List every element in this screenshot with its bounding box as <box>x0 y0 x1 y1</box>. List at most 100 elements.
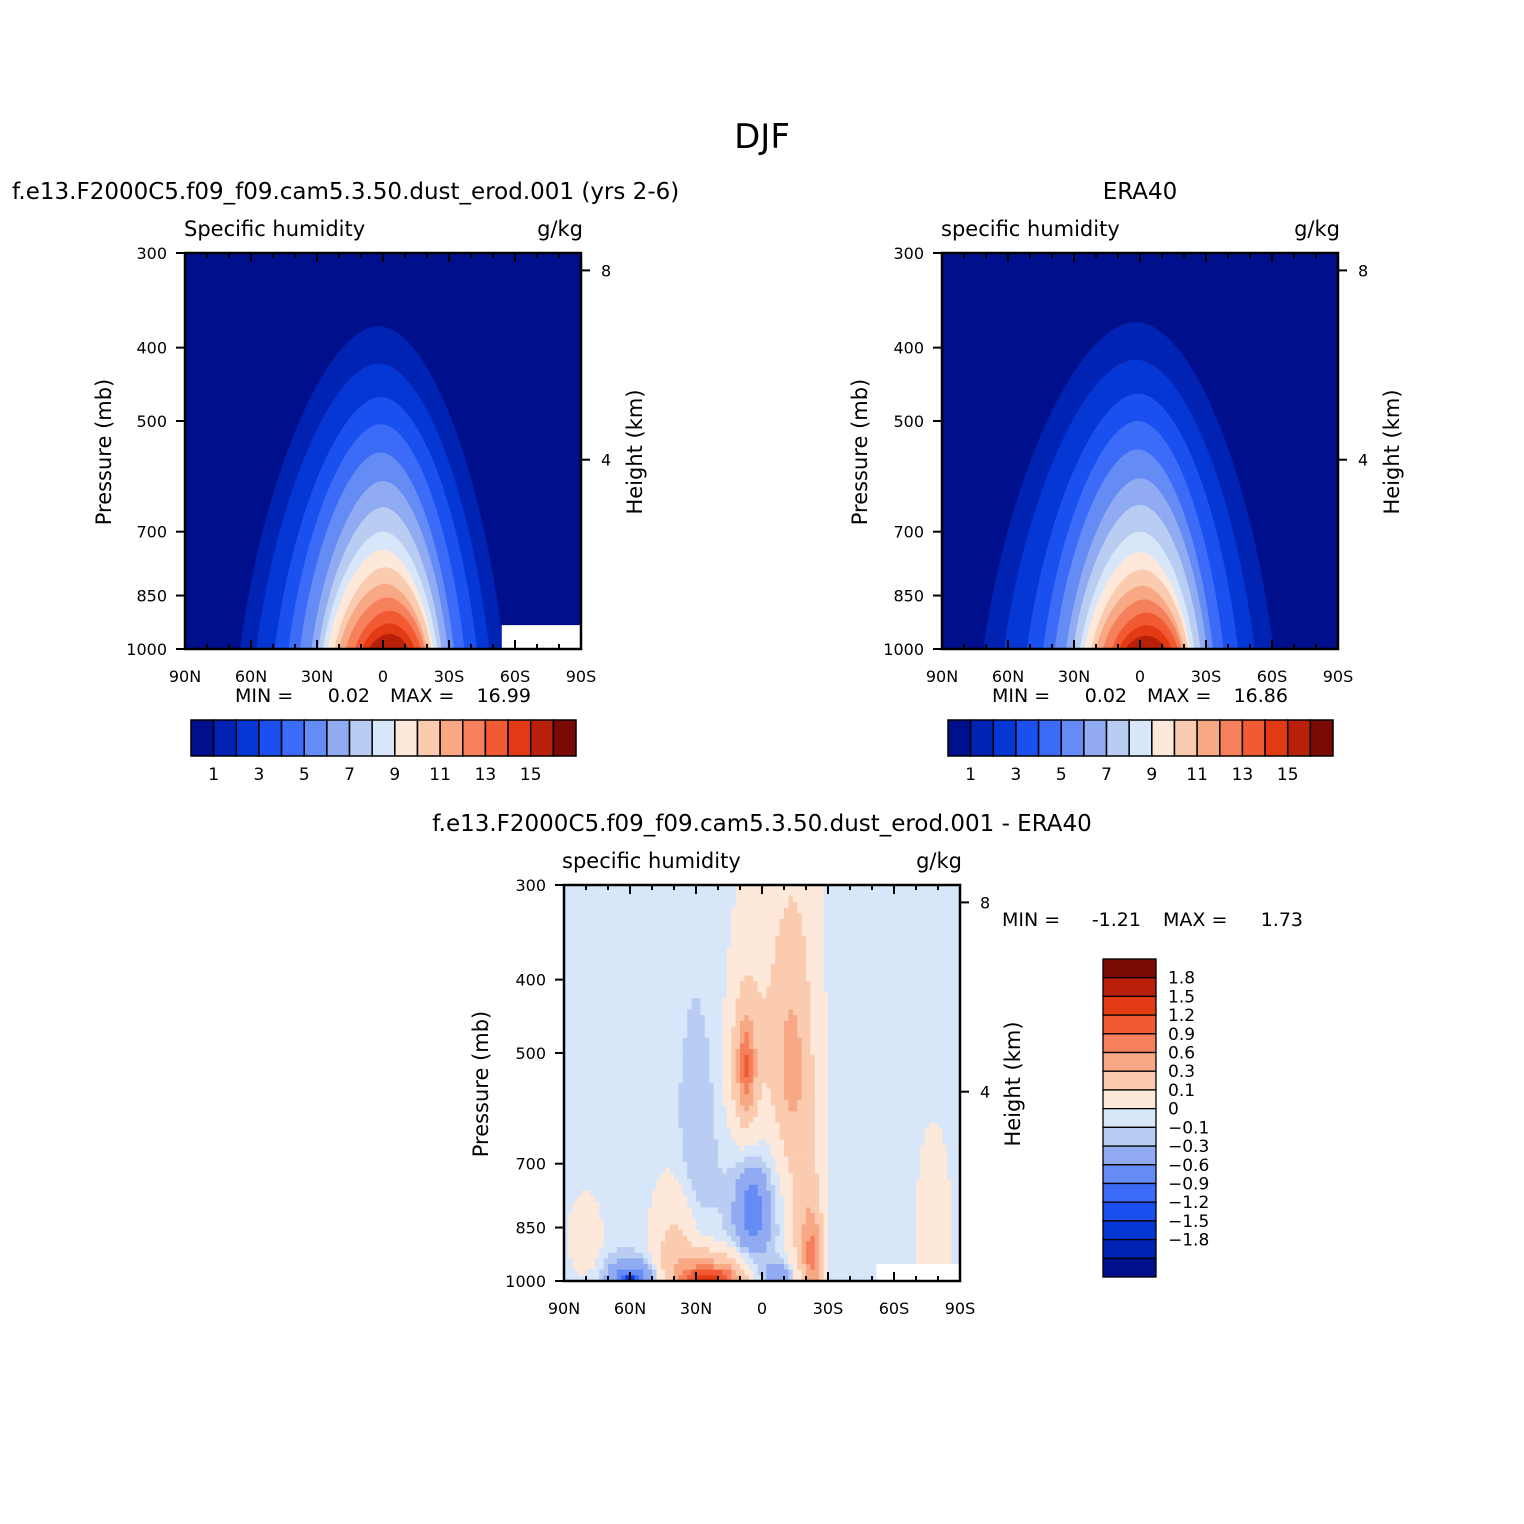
difference-cell <box>674 1049 679 1056</box>
difference-cell <box>806 1173 811 1180</box>
difference-cell <box>867 1184 873 1191</box>
difference-cell <box>656 947 662 954</box>
difference-cell <box>564 1043 569 1050</box>
difference-cell <box>810 1139 816 1146</box>
difference-cell <box>933 1071 939 1078</box>
difference-cell <box>823 1128 829 1135</box>
difference-cell <box>744 924 750 931</box>
difference-cell <box>885 896 890 903</box>
difference-cell <box>590 981 596 988</box>
difference-cell <box>832 1116 838 1123</box>
difference-cell <box>876 992 882 999</box>
difference-cell <box>735 1145 741 1152</box>
difference-cell <box>590 941 596 948</box>
difference-cell <box>845 1145 851 1152</box>
difference-cell <box>955 1094 961 1101</box>
difference-cell <box>572 975 578 982</box>
difference-cell <box>669 1015 675 1022</box>
difference-cell <box>678 1071 684 1078</box>
difference-cell <box>581 1054 587 1061</box>
difference-cell <box>740 1162 745 1169</box>
difference-cell <box>929 986 934 993</box>
difference-cell <box>625 1116 631 1123</box>
difference-cell <box>828 992 833 999</box>
difference-cell <box>608 924 613 931</box>
difference-cell <box>656 896 662 903</box>
difference-cell <box>788 941 794 948</box>
difference-cell <box>616 1099 622 1107</box>
difference-cell <box>616 952 622 959</box>
difference-cell <box>722 1156 728 1163</box>
difference-cell <box>872 1066 877 1073</box>
difference-cell <box>854 1071 860 1078</box>
difference-cell <box>577 1179 582 1186</box>
difference-cell <box>726 1105 732 1112</box>
difference-cell <box>880 1105 886 1112</box>
difference-cell <box>946 1111 952 1118</box>
difference-cell <box>885 1060 890 1067</box>
difference-cell <box>744 1145 750 1152</box>
difference-cell <box>726 930 732 937</box>
difference-cell <box>568 1083 574 1090</box>
difference-cell <box>858 1150 864 1157</box>
difference-cell <box>647 1156 653 1163</box>
difference-cell <box>740 907 745 914</box>
difference-cell <box>951 1111 956 1118</box>
difference-cell <box>924 1094 930 1101</box>
difference-cell <box>669 1003 675 1010</box>
difference-cell <box>722 1139 728 1146</box>
difference-cell <box>775 1020 780 1027</box>
difference-cell <box>792 1094 798 1101</box>
difference-cell <box>907 1026 912 1033</box>
difference-cell <box>801 890 807 897</box>
difference-cell <box>810 1043 816 1050</box>
difference-cell <box>911 1179 917 1186</box>
difference-cell <box>638 1139 644 1146</box>
difference-cell <box>696 964 701 971</box>
difference-cell <box>638 1094 644 1101</box>
difference-cell <box>814 992 820 999</box>
difference-cell <box>744 1032 750 1039</box>
difference-cell <box>704 958 710 965</box>
difference-cell <box>572 918 578 925</box>
difference-cell <box>665 901 670 909</box>
difference-cell <box>946 930 952 937</box>
difference-cell <box>704 1088 710 1095</box>
difference-cell <box>656 930 662 937</box>
difference-cell <box>784 1020 789 1027</box>
difference-cell <box>700 941 706 948</box>
difference-cell <box>876 1009 882 1016</box>
difference-cell <box>933 1116 939 1123</box>
difference-cell <box>731 1139 736 1146</box>
difference-cell <box>568 1105 574 1112</box>
difference-cell <box>894 1043 899 1050</box>
difference-cell <box>797 1167 802 1174</box>
difference-cell <box>885 890 890 897</box>
difference-cell <box>669 947 675 954</box>
difference-cell <box>660 1083 666 1090</box>
difference-cell <box>594 1122 600 1129</box>
difference-cell <box>788 992 794 999</box>
difference-cell <box>880 1167 886 1174</box>
difference-cell <box>625 1083 631 1090</box>
difference-cell <box>814 1190 820 1197</box>
difference-cell <box>621 986 626 993</box>
difference-cell <box>638 918 644 925</box>
difference-cell <box>907 1003 912 1010</box>
difference-cell <box>647 1133 653 1140</box>
difference-cell <box>810 947 816 954</box>
difference-cell <box>581 1020 587 1027</box>
difference-cell <box>933 986 939 993</box>
difference-cell <box>643 964 648 971</box>
difference-cell <box>603 1122 609 1129</box>
difference-cell <box>942 1077 948 1084</box>
difference-cell <box>828 1077 833 1084</box>
difference-cell <box>902 907 908 914</box>
difference-cell <box>779 947 785 954</box>
difference-cell <box>810 958 816 965</box>
difference-cell <box>599 1145 604 1152</box>
difference-cell <box>691 913 697 920</box>
difference-cell <box>581 969 587 976</box>
difference-cell <box>616 1133 622 1140</box>
difference-cell <box>779 992 785 999</box>
